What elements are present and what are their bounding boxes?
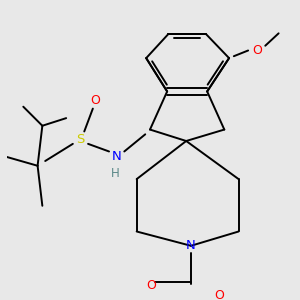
Text: O: O: [253, 44, 262, 57]
Text: O: O: [214, 289, 224, 300]
Text: H: H: [110, 167, 119, 180]
Text: N: N: [112, 150, 122, 163]
Text: N: N: [186, 239, 196, 252]
Text: O: O: [90, 94, 100, 107]
Text: S: S: [76, 133, 85, 146]
Text: O: O: [146, 279, 156, 292]
